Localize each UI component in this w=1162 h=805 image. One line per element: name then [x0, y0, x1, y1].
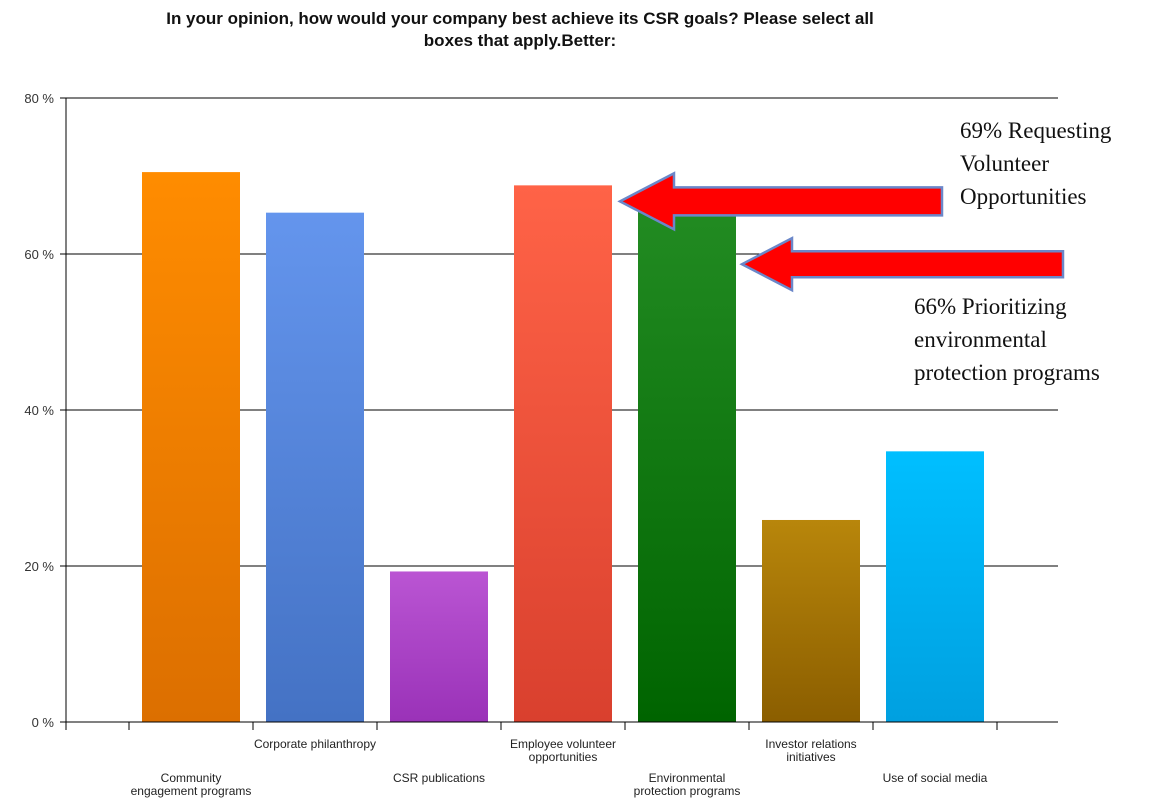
x-tick-label: Use of social media: [883, 771, 988, 785]
x-tick-label: CSR publications: [393, 771, 485, 785]
x-tick-label: Environmental: [649, 771, 726, 785]
annotations: 69% Requesting Volunteer Opportunities 66% …: [914, 118, 1112, 385]
bar: [762, 519, 860, 722]
x-tick-label: Investor relations: [765, 737, 856, 751]
annotation-arrows: [617, 171, 1065, 293]
chart-title: In your opinion, how would your company …: [166, 9, 874, 50]
y-tick-label: 20 %: [24, 559, 54, 574]
annotation-arrow: [617, 171, 944, 232]
chart-title-line-2: boxes that apply.Better:: [424, 31, 616, 50]
annotation-arrow: [739, 236, 1065, 293]
annotation-text: environmental: [914, 327, 1047, 352]
y-axis-ticks: 0 % 20 % 40 % 60 % 80 %: [24, 91, 54, 730]
bar: [142, 172, 240, 723]
bar: [390, 571, 488, 722]
chart-title-line-1: In your opinion, how would your company …: [166, 9, 874, 28]
y-tick-label: 40 %: [24, 403, 54, 418]
annotation-text: 66% Prioritizing: [914, 294, 1067, 319]
y-tick-label: 60 %: [24, 247, 54, 262]
y-tick-label: 80 %: [24, 91, 54, 106]
y-tick-label: 0 %: [32, 715, 55, 730]
annotation-text: protection programs: [914, 360, 1100, 385]
bar: [266, 212, 364, 722]
x-tick-label: protection programs: [634, 784, 741, 798]
x-tick-label: Corporate philanthropy: [254, 737, 376, 751]
annotation-text: Opportunities: [960, 184, 1087, 209]
x-tick-label: Community: [161, 771, 222, 785]
bar: [638, 207, 736, 722]
bar: [886, 451, 984, 722]
bar: [514, 185, 612, 723]
x-tick-label: Employee volunteer: [510, 737, 616, 751]
x-axis: [65, 721, 1058, 730]
bars: [142, 172, 984, 723]
annotation-text: 69% Requesting: [960, 118, 1112, 143]
annotation-text: Volunteer: [960, 151, 1049, 176]
x-tick-label: opportunities: [529, 750, 598, 764]
x-tick-label: engagement programs: [131, 784, 252, 798]
x-tick-label: initiatives: [786, 750, 835, 764]
